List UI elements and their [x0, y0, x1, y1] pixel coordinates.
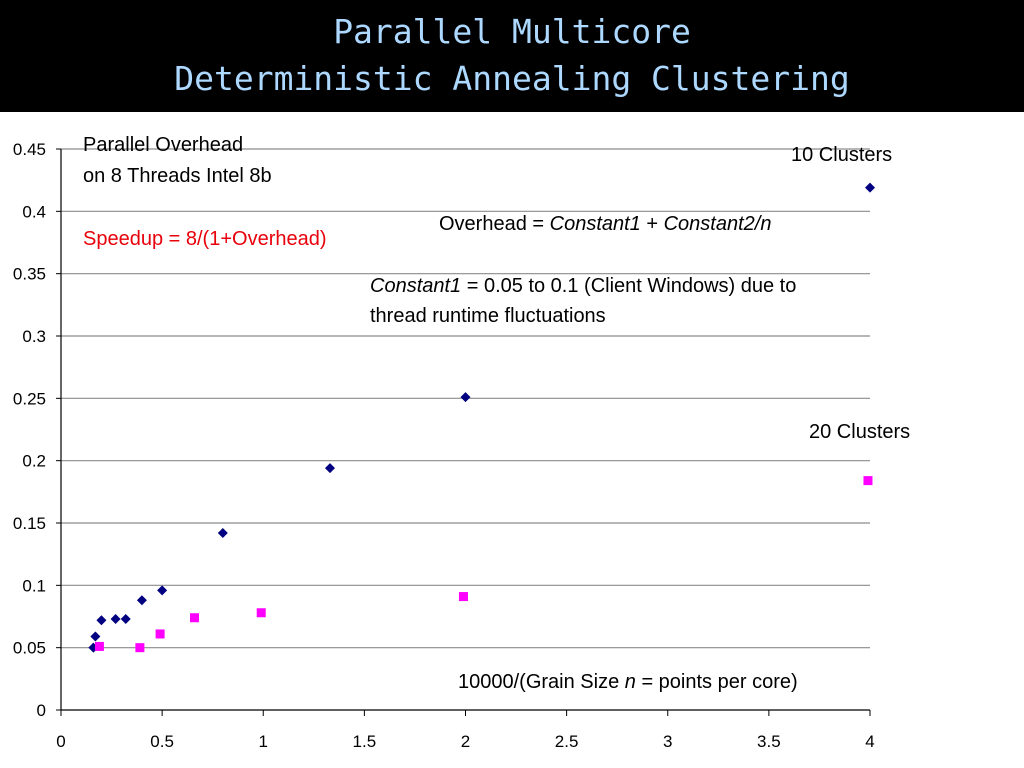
y-tick-label-5: 0.25 [13, 389, 46, 408]
point-20-clusters-2 [155, 629, 165, 639]
y-tick-label-9: 0.45 [13, 140, 46, 159]
point-10-clusters-1 [90, 631, 101, 642]
x-tick-label-2: 1 [259, 732, 268, 751]
speedup-formula: Speedup = 8/(1+Overhead) [83, 228, 327, 250]
point-20-clusters-1 [135, 643, 145, 653]
x-tick-label-0: 0 [56, 732, 65, 751]
overhead-formula: Overhead = Constant1 + Constant2/n [439, 213, 771, 236]
point-10-clusters-4 [120, 613, 131, 624]
y-tick-label-7: 0.35 [13, 265, 46, 284]
formula-plus: + [640, 213, 664, 235]
xlabel-suffix: = points per core) [635, 671, 798, 693]
x-tick-label-3: 1.5 [353, 732, 377, 751]
overhead-title-line-1: Parallel Overhead [83, 134, 244, 156]
constant1-label: Constant1 [370, 275, 462, 297]
point-10-clusters-5 [136, 595, 147, 606]
y-tick-label-8: 0.4 [22, 202, 46, 221]
plot-panel: 0 0.05 0.1 0.15 0.2 0.25 0.3 0.35 0.4 0.45 0 0.5 1 1.… [0, 112, 1024, 768]
overhead-title-line-2: on 8 Threads Intel 8b [83, 165, 272, 187]
point-20-clusters-3 [189, 613, 199, 623]
x-tick-label-5: 2.5 [555, 732, 579, 751]
constant1-explanation: Constant1 = 0.05 to 0.1 (Client Windows)… [370, 275, 796, 298]
label-10-clusters: 10 Clusters [791, 144, 893, 166]
y-tick-label-3: 0.15 [13, 514, 46, 533]
point-10-clusters-6 [157, 585, 168, 596]
point-20-clusters-0 [94, 641, 104, 651]
y-tick-label-1: 0.05 [13, 639, 46, 658]
constant1-text: = 0.05 to 0.1 (Client Windows) due to [461, 275, 797, 297]
y-tick-label-6: 0.3 [22, 327, 46, 346]
x-tick-label-8: 4 [865, 732, 874, 751]
formula-constant2: Constant2/n [663, 213, 772, 235]
x-axis-label: 10000/(Grain Size n = points per core) [458, 671, 798, 694]
point-10-clusters-2 [96, 615, 107, 626]
point-10-clusters-7 [217, 527, 228, 538]
point-20-clusters-4 [256, 608, 266, 618]
xlabel-n: n [624, 671, 636, 693]
formula-constant1: Constant1 [549, 213, 641, 235]
point-10-clusters-10 [865, 182, 875, 193]
point-10-clusters-9 [460, 392, 471, 403]
xlabel-prefix: 10000/(Grain Size [458, 671, 625, 693]
x-tick-label-1: 0.5 [150, 732, 174, 751]
title-bar: Parallel Multicore Deterministic Anneali… [0, 0, 1024, 110]
y-tick-label-2: 0.1 [22, 576, 46, 595]
formula-prefix: Overhead = [439, 213, 550, 235]
x-tick-label-6: 3 [663, 732, 672, 751]
point-10-clusters-8 [324, 463, 335, 474]
scatter-chart: 0 0.05 0.1 0.15 0.2 0.25 0.3 0.35 0.4 0.45 0 0.5 1 1.… [13, 140, 875, 751]
y-tick-label-4: 0.2 [22, 452, 46, 471]
point-10-clusters-3 [110, 613, 121, 624]
x-tick-label-4: 2 [461, 732, 470, 751]
label-20-clusters: 20 Clusters [809, 421, 911, 443]
y-tick-label-0: 0 [37, 701, 46, 720]
slide-title-line-1: Parallel Multicore [333, 12, 691, 51]
point-20-clusters-6 [863, 476, 873, 486]
point-20-clusters-5 [458, 592, 468, 602]
constant1-explanation-line-2: thread runtime fluctuations [370, 305, 606, 327]
slide-title-line-2: Deterministic Annealing Clustering [174, 59, 850, 98]
x-tick-label-7: 3.5 [757, 732, 781, 751]
